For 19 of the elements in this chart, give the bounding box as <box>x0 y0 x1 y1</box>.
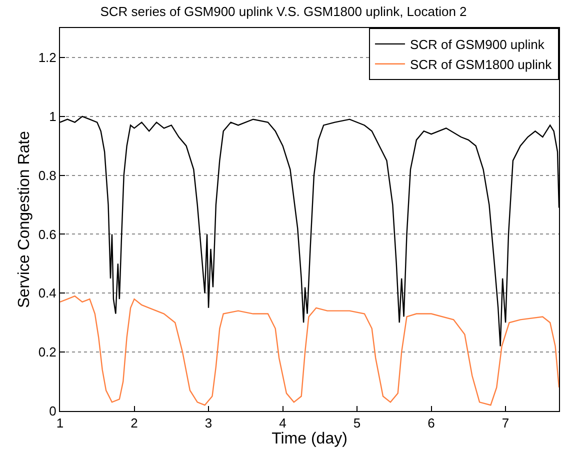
y-tick-label: 0 <box>49 404 56 419</box>
chart-title: SCR series of GSM900 uplink V.S. GSM1800 uplink, Location 2 <box>100 4 467 19</box>
line-series <box>60 296 559 406</box>
y-axis-title: Service Congestion Rate <box>16 130 34 308</box>
x-tick-label: 6 <box>428 416 435 431</box>
legend-label: SCR of GSM900 uplink <box>410 37 545 52</box>
y-tick-label: 0.4 <box>38 286 56 301</box>
x-tick-label: 2 <box>130 416 138 431</box>
x-tick-label: 5 <box>353 416 361 431</box>
y-tick-label: 1.2 <box>38 50 56 66</box>
x-axis-title: Time (day) <box>272 430 348 448</box>
y-tick-label: 0.6 <box>38 226 56 242</box>
y-tick-label: 0.2 <box>38 344 56 360</box>
y-tick-label: 1 <box>49 108 56 124</box>
y-tick-label: 0.8 <box>38 168 56 183</box>
legend-label: SCR of GSM1800 uplink <box>410 56 552 72</box>
x-tick-label: 3 <box>204 416 212 431</box>
x-tick-label: 7 <box>502 416 510 431</box>
x-tick-label: 4 <box>279 416 286 431</box>
